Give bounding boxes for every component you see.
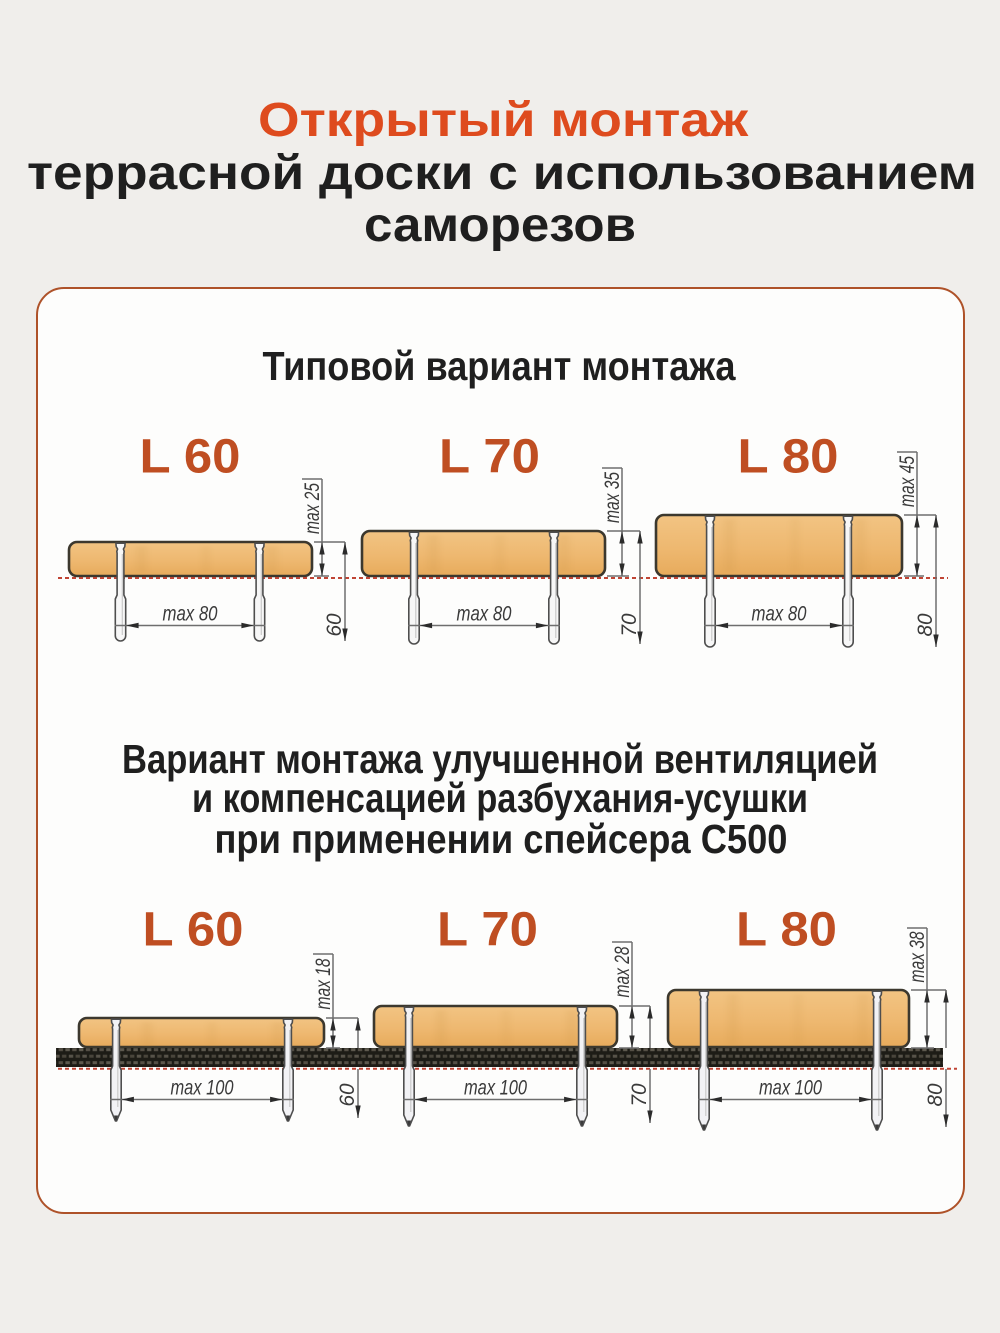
svg-text:max 18: max 18 (312, 958, 335, 1009)
svg-text:max 38: max 38 (906, 931, 929, 982)
svg-text:max 25: max 25 (301, 483, 324, 534)
svg-text:Открытый монтаж: Открытый монтаж (258, 94, 749, 147)
svg-text:L 70: L 70 (439, 431, 540, 484)
svg-text:max 45: max 45 (896, 456, 919, 507)
svg-text:max 100: max 100 (171, 1077, 234, 1100)
svg-text:70: 70 (618, 613, 641, 636)
svg-text:max 80: max 80 (163, 603, 218, 626)
svg-text:max 80: max 80 (752, 603, 807, 626)
svg-text:и компенсацией разбухания-усуш: и компенсацией разбухания-усушки (192, 775, 808, 821)
svg-text:L 80: L 80 (736, 904, 837, 957)
svg-text:L 60: L 60 (143, 904, 244, 957)
svg-text:80: 80 (914, 613, 937, 636)
svg-text:max 80: max 80 (457, 603, 512, 626)
svg-text:max 100: max 100 (759, 1077, 822, 1100)
svg-text:max 28: max 28 (611, 946, 634, 997)
svg-text:max 35: max 35 (601, 472, 624, 523)
svg-text:max 100: max 100 (464, 1077, 527, 1100)
svg-text:саморезов: саморезов (364, 199, 636, 252)
svg-text:L 80: L 80 (738, 431, 839, 484)
svg-text:при применении спейсера С500: при применении спейсера С500 (215, 816, 788, 862)
svg-text:L 70: L 70 (437, 904, 538, 957)
svg-text:L 60: L 60 (140, 431, 241, 484)
svg-text:террасной доски с использовани: террасной доски с использованием (27, 147, 977, 200)
svg-text:70: 70 (628, 1083, 651, 1106)
svg-text:Вариант монтажа улучшенной вен: Вариант монтажа улучшенной вентиляцией (122, 736, 878, 782)
svg-text:60: 60 (323, 613, 346, 636)
svg-text:Типовой вариант монтажа: Типовой вариант монтажа (263, 343, 737, 389)
svg-text:80: 80 (924, 1083, 947, 1106)
svg-text:60: 60 (336, 1083, 359, 1106)
